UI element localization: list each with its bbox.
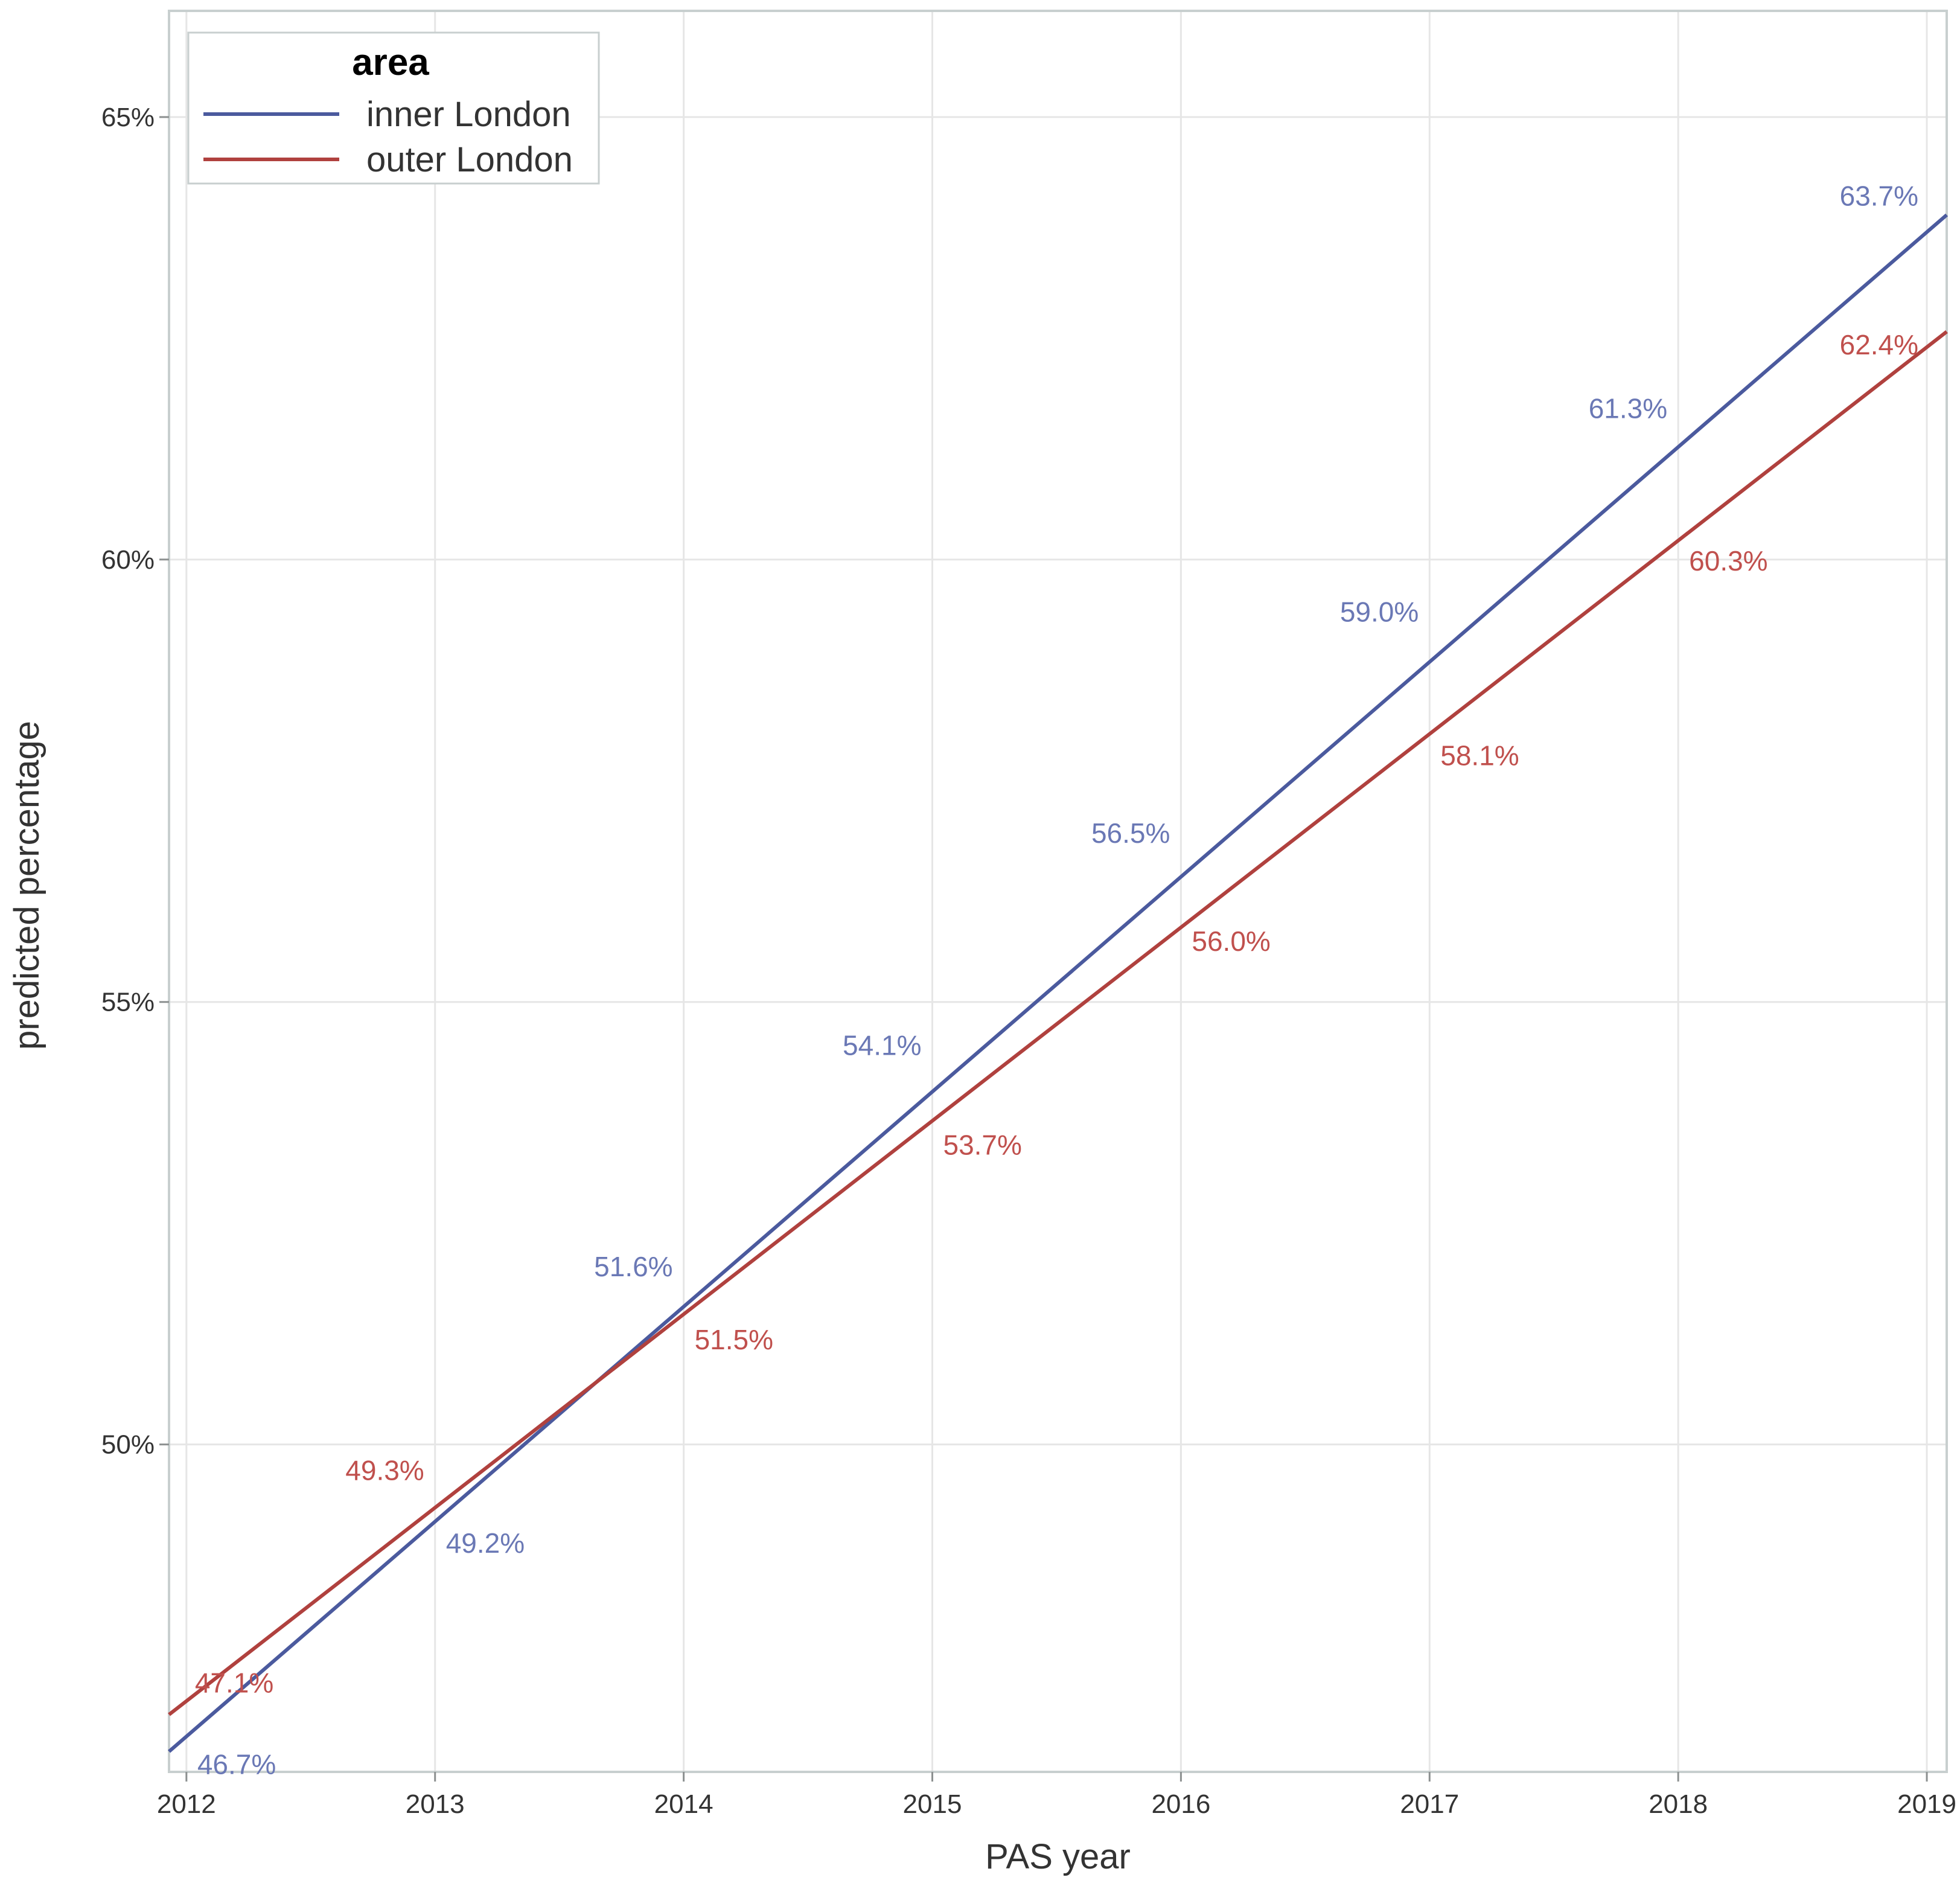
y-tick-label: 65% [101, 103, 155, 132]
y-tick-label: 50% [101, 1430, 155, 1460]
x-tick-label: 2019 [1897, 1789, 1956, 1819]
data-label: 56.0% [1192, 925, 1270, 957]
legend: area inner London outer London [187, 31, 600, 185]
legend-label: inner London [366, 95, 571, 134]
y-axis-title: predicted percentage [7, 721, 46, 1050]
data-label: 61.3% [1589, 392, 1667, 424]
x-tick-label: 2016 [1151, 1789, 1210, 1819]
legend-items: inner London outer London [203, 95, 573, 179]
series-line-outer-london [168, 330, 1948, 1716]
data-label: 60.3% [1689, 545, 1767, 577]
data-labels: 46.7% 49.2% 51.6% 54.1% 56.5% 59.0% 61.3% 63.7%… [195, 180, 1918, 1780]
plot-area-frame [168, 10, 1948, 1773]
x-tick-label: 2013 [406, 1789, 465, 1819]
data-label: 46.7% [197, 1748, 276, 1780]
data-label: 53.7% [943, 1129, 1021, 1160]
data-label: 54.1% [843, 1030, 921, 1061]
data-label: 56.5% [1091, 817, 1170, 849]
series-lines [168, 213, 1948, 1753]
x-tick-label: 2012 [157, 1789, 216, 1819]
x-axis-title: PAS year [985, 1837, 1131, 1876]
data-label: 62.4% [1840, 329, 1918, 360]
x-tick-label: 2015 [903, 1789, 962, 1819]
data-label: 49.2% [446, 1527, 525, 1559]
axes: 2012 2013 2014 2015 2016 2017 2018 2019 50% 55% 60… [101, 103, 1956, 1819]
data-label: 51.6% [594, 1251, 672, 1282]
y-tick-label: 55% [101, 988, 155, 1017]
data-label: 58.1% [1440, 740, 1519, 771]
y-tick-label: 60% [101, 545, 155, 575]
x-tick-label: 2018 [1649, 1789, 1708, 1819]
legend-label: outer London [366, 140, 573, 179]
data-label: 49.3% [345, 1454, 424, 1486]
series-line-inner-london [168, 213, 1948, 1753]
x-tick-label: 2017 [1400, 1789, 1459, 1819]
data-label: 59.0% [1340, 596, 1419, 627]
data-label: 51.5% [695, 1324, 773, 1355]
data-label: 63.7% [1840, 180, 1918, 211]
data-label: 47.1% [195, 1667, 273, 1699]
x-tick-label: 2014 [654, 1789, 713, 1819]
legend-title: area [352, 42, 429, 83]
